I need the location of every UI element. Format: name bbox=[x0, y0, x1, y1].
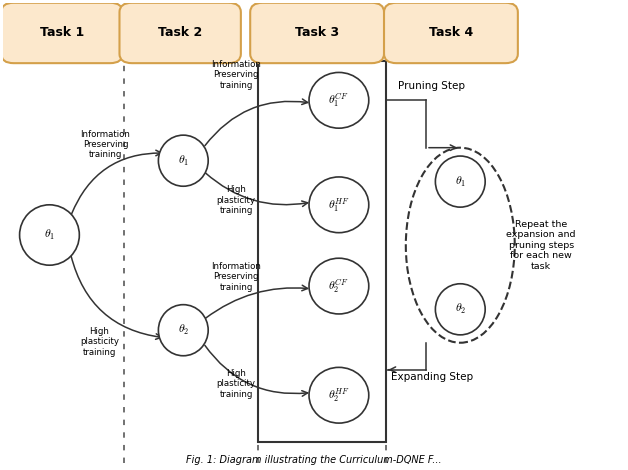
Text: $\theta_2$: $\theta_2$ bbox=[178, 323, 189, 337]
FancyBboxPatch shape bbox=[384, 3, 518, 63]
FancyBboxPatch shape bbox=[250, 3, 384, 63]
Text: Task 3: Task 3 bbox=[295, 26, 339, 39]
Text: Repeat the
expansion and
pruning steps
for each new
task: Repeat the expansion and pruning steps f… bbox=[506, 220, 576, 271]
Ellipse shape bbox=[309, 72, 369, 128]
Text: $\theta_1^{HF}$: $\theta_1^{HF}$ bbox=[328, 196, 350, 214]
Ellipse shape bbox=[435, 156, 485, 207]
FancyBboxPatch shape bbox=[1, 3, 122, 63]
Text: $\theta_1$: $\theta_1$ bbox=[178, 154, 189, 168]
Text: Information
Preserving
training: Information Preserving training bbox=[211, 262, 261, 292]
Text: High
plasticity
training: High plasticity training bbox=[217, 369, 256, 399]
Text: $\theta_2$: $\theta_2$ bbox=[455, 302, 466, 316]
Text: Pruning Step: Pruning Step bbox=[398, 81, 465, 91]
Text: $\theta_1$: $\theta_1$ bbox=[44, 228, 55, 242]
Text: Task 4: Task 4 bbox=[429, 26, 473, 39]
Text: Expanding Step: Expanding Step bbox=[391, 372, 473, 382]
FancyBboxPatch shape bbox=[119, 3, 241, 63]
Text: $\theta_2^{CF}$: $\theta_2^{CF}$ bbox=[328, 277, 349, 295]
Ellipse shape bbox=[309, 258, 369, 314]
Ellipse shape bbox=[158, 305, 208, 356]
Text: Information
Preserving
training: Information Preserving training bbox=[211, 60, 261, 90]
Ellipse shape bbox=[19, 205, 79, 265]
Bar bbox=[258, 61, 386, 442]
Ellipse shape bbox=[309, 177, 369, 233]
Text: $\theta_1$: $\theta_1$ bbox=[455, 174, 466, 188]
Ellipse shape bbox=[309, 368, 369, 423]
Ellipse shape bbox=[158, 135, 208, 186]
Text: High
plasticity
training: High plasticity training bbox=[217, 185, 256, 215]
Ellipse shape bbox=[435, 284, 485, 335]
Text: Fig. 1: Diagram illustrating the Curriculum-DQNE F...: Fig. 1: Diagram illustrating the Curricu… bbox=[186, 455, 442, 465]
Text: Task 2: Task 2 bbox=[158, 26, 202, 39]
Text: High
plasticity
training: High plasticity training bbox=[80, 327, 119, 357]
Text: $\theta_1^{CF}$: $\theta_1^{CF}$ bbox=[328, 91, 349, 109]
Text: $\theta_2^{HF}$: $\theta_2^{HF}$ bbox=[328, 386, 350, 404]
Text: Information
Preserving
training: Information Preserving training bbox=[80, 130, 131, 159]
Text: Task 1: Task 1 bbox=[40, 26, 84, 39]
